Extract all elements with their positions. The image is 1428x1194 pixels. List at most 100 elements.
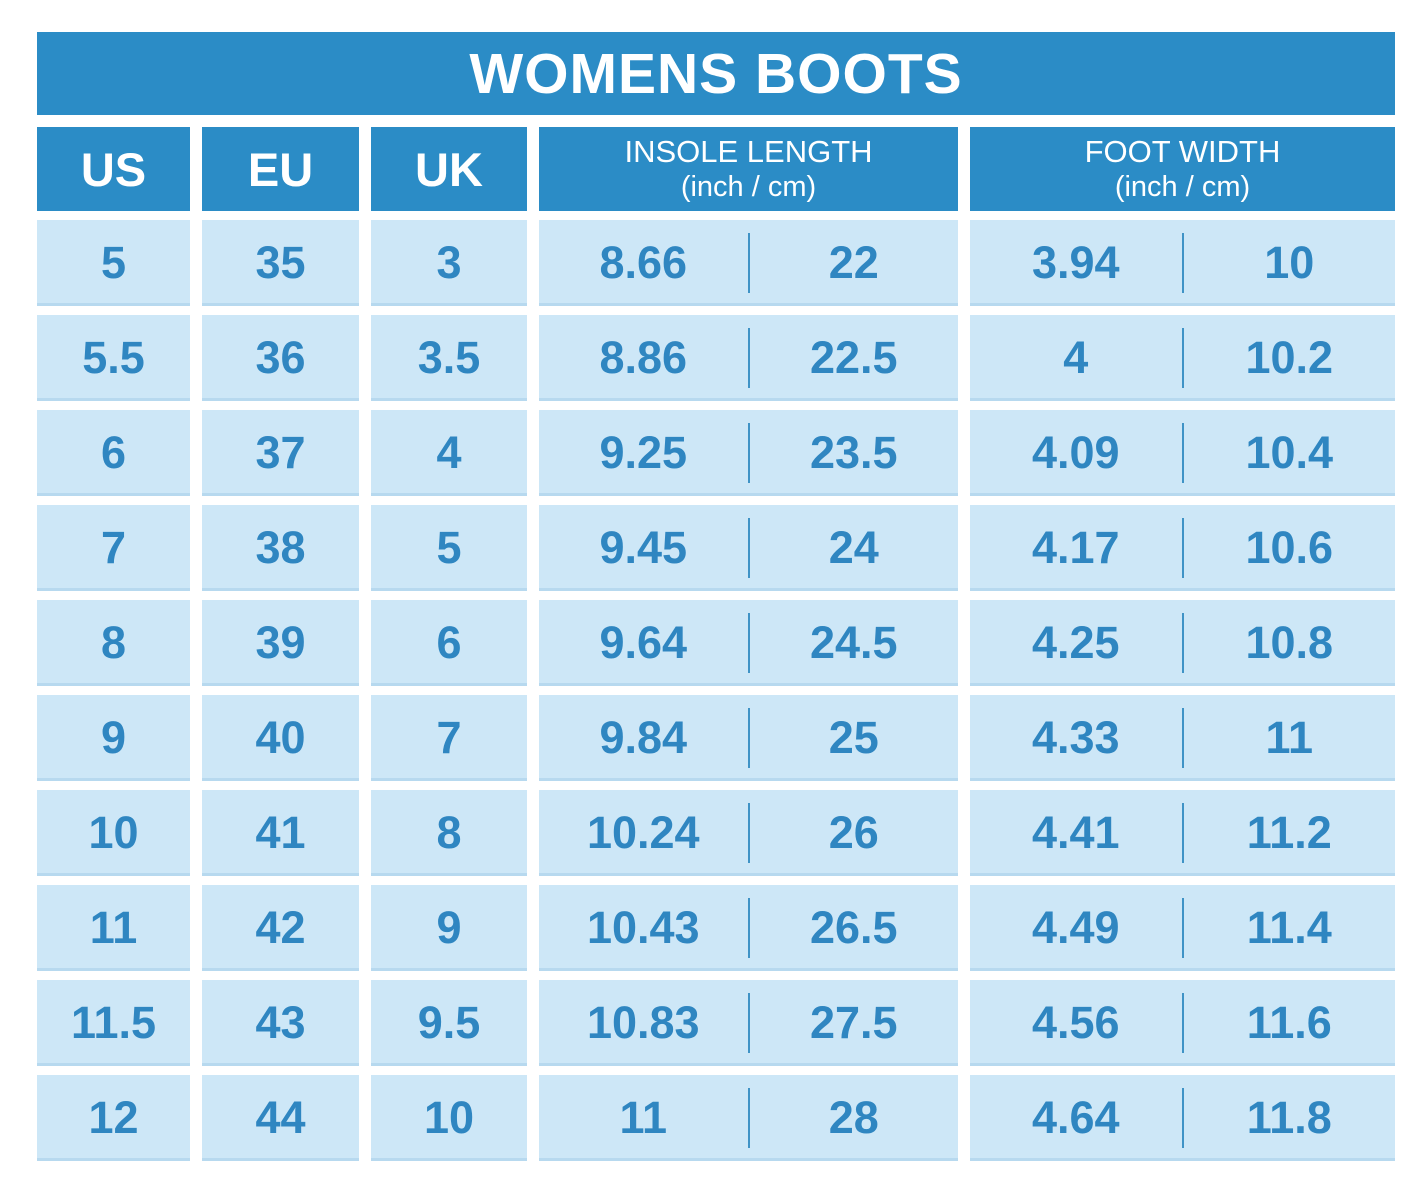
cell-us-size: 6 [37,410,190,496]
cell-value: 43 [255,997,306,1048]
cell-value: 38 [255,522,306,573]
cell-value: 10 [423,1092,475,1143]
cell-uk-size: 6 [371,600,527,686]
cell-value: 41 [255,807,306,858]
cell-value: 8 [100,617,127,668]
cell-insole-length: 11 28 [539,1075,958,1161]
cell-value: 11 [89,902,138,953]
cell-value: 37 [255,427,306,478]
table-row: 5.5 36 3.5 8.86 22.5 4 10.2 [37,315,1395,401]
column-header-label: US [80,142,147,196]
cell-foot-width: 4.17 10.6 [970,505,1395,591]
cell-value-inch: 10.43 [586,902,700,953]
cell-value-inch: 4.25 [1031,617,1120,668]
table-row: 7 38 5 9.45 24 4.17 10.6 [37,505,1395,591]
cell-uk-size: 3 [371,220,527,306]
cell-uk-size: 3.5 [371,315,527,401]
cell-value: 35 [255,237,306,288]
cell-value: 3.5 [417,332,481,383]
cell-foot-width: 3.94 10 [970,220,1395,306]
cell-uk-size: 4 [371,410,527,496]
cell-foot-width: 4.41 11.2 [970,790,1395,876]
cell-value: 6 [100,427,127,478]
table-row: 8 39 6 9.64 24.5 4.25 10.8 [37,600,1395,686]
cell-us-size: 9 [37,695,190,781]
column-header-foot-width: FOOT WIDTH (inch / cm) [970,127,1395,211]
inch-cm-divider [747,1088,750,1148]
cell-value-inch: 10.24 [586,807,700,858]
cell-eu-size: 41 [202,790,359,876]
inch-cm-divider [1181,898,1184,958]
inch-cm-divider [747,803,750,863]
cell-value-cm: 10.6 [1245,522,1334,573]
cell-value-cm: 22.5 [809,332,898,383]
column-header-label: FOOT WIDTH [1084,133,1281,169]
cell-value-inch: 8.66 [599,237,688,288]
inch-cm-divider [747,613,750,673]
cell-eu-size: 42 [202,885,359,971]
inch-cm-divider [1181,423,1184,483]
cell-uk-size: 9 [371,885,527,971]
cell-us-size: 5.5 [37,315,190,401]
inch-cm-divider [747,233,750,293]
cell-value-cm: 28 [828,1092,879,1143]
inch-cm-divider [1181,233,1184,293]
cell-value: 44 [255,1092,306,1143]
inch-cm-divider [747,898,750,958]
cell-value-inch: 8.86 [599,332,688,383]
cell-value-inch: 9.25 [599,427,688,478]
cell-value: 8 [436,807,462,858]
inch-cm-divider [747,423,750,483]
inch-cm-divider [747,993,750,1053]
cell-value-cm: 10.4 [1245,427,1334,478]
cell-value: 9 [436,902,462,953]
cell-eu-size: 40 [202,695,359,781]
size-chart-table: WOMENS BOOTS US EU UK INSOLE LENGTH (inc… [37,32,1395,1161]
table-row: 11 42 9 10.43 26.5 4.49 11.4 [37,885,1395,971]
inch-cm-divider [1181,803,1184,863]
cell-insole-length: 8.86 22.5 [539,315,958,401]
cell-value: 9 [100,712,127,763]
cell-value-cm: 10 [1264,237,1315,288]
cell-value-cm: 11.6 [1246,997,1332,1048]
cell-foot-width: 4.33 11 [970,695,1395,781]
cell-value-inch: 9.45 [599,522,688,573]
cell-value-cm: 11 [1265,712,1314,763]
cell-value-cm: 10.2 [1245,332,1334,383]
cell-us-size: 12 [37,1075,190,1161]
cell-insole-length: 10.43 26.5 [539,885,958,971]
cell-value: 3 [436,237,462,288]
cell-value-inch: 9.64 [599,617,688,668]
cell-value-cm: 23.5 [809,427,898,478]
table-body: 5 35 3 8.66 22 3.94 10 5.5 36 3.5 8.86 [37,220,1395,1161]
table-row: 11.5 43 9.5 10.83 27.5 4.56 11.6 [37,980,1395,1066]
cell-value: 9.5 [417,997,481,1048]
cell-insole-length: 10.83 27.5 [539,980,958,1066]
header-row: US EU UK INSOLE LENGTH (inch / cm) FOOT … [37,127,1395,211]
column-header-label: INSOLE LENGTH [624,133,873,169]
cell-eu-size: 36 [202,315,359,401]
cell-eu-size: 39 [202,600,359,686]
inch-cm-divider [1181,328,1184,388]
cell-foot-width: 4.09 10.4 [970,410,1395,496]
table-row: 10 41 8 10.24 26 4.41 11.2 [37,790,1395,876]
cell-value-cm: 26.5 [809,902,898,953]
cell-value: 7 [436,712,462,763]
cell-value-inch: 3.94 [1031,237,1120,288]
cell-value: 40 [255,712,306,763]
cell-value-inch: 4.64 [1031,1092,1120,1143]
cell-insole-length: 8.66 22 [539,220,958,306]
cell-uk-size: 10 [371,1075,527,1161]
cell-value-cm: 24 [828,522,879,573]
inch-cm-divider [1181,518,1184,578]
column-header-uk: UK [371,127,527,211]
cell-value: 6 [436,617,462,668]
table-row: 6 37 4 9.25 23.5 4.09 10.4 [37,410,1395,496]
cell-uk-size: 8 [371,790,527,876]
inch-cm-divider [1181,613,1184,673]
inch-cm-divider [747,518,750,578]
cell-value-cm: 24.5 [809,617,898,668]
cell-value-inch: 4.56 [1031,997,1120,1048]
cell-eu-size: 44 [202,1075,359,1161]
cell-value-inch: 4.17 [1031,522,1120,573]
